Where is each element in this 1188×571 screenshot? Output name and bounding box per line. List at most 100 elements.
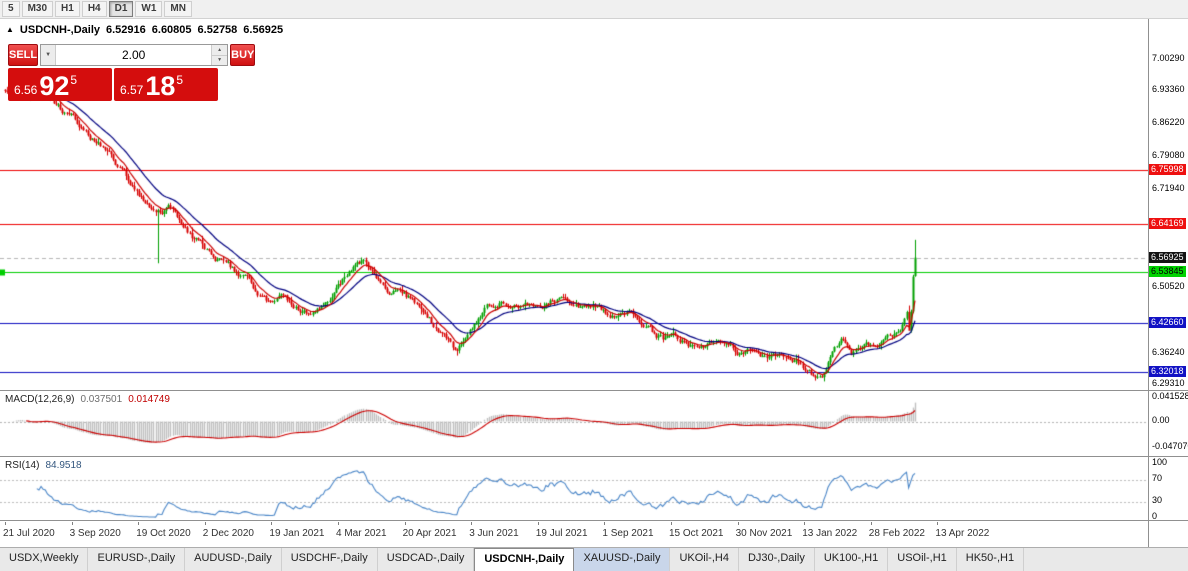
rsi-axis-label: 0: [1152, 511, 1158, 521]
date-axis[interactable]: 21 Jul 2020 3 Sep 2020 19 Oct 2020 2 Dec 20…: [0, 520, 1188, 547]
volume-increase-icon[interactable]: ▲: [212, 45, 228, 56]
date-axis-label: 20 Apr 2021: [402, 528, 457, 539]
macd-axis-label: 0.00: [1152, 414, 1170, 425]
buy-price-quote[interactable]: 6.57 18 5: [114, 68, 218, 101]
date-axis-tick: [537, 522, 539, 525]
price-axis-label: 6.32018: [1149, 366, 1186, 377]
sell-button[interactable]: SELL: [8, 44, 39, 66]
macd-axis-label: 0.041528: [1152, 391, 1188, 402]
macd-main-value: 0.037501: [80, 394, 123, 405]
rsi-label: RSI(14): [5, 460, 40, 471]
date-axis-label: 21 Jul 2020: [3, 528, 55, 539]
macd-chart-canvas[interactable]: [0, 392, 1148, 457]
date-axis-tick: [338, 522, 339, 525]
date-axis-label: 28 Feb 2022: [868, 528, 925, 539]
sell-price-prefix: 6.56: [14, 83, 38, 97]
date-axis-label: 15 Oct 2021: [669, 528, 724, 539]
buy-price-prefix: 6.57: [120, 83, 144, 97]
date-axis-tick: [804, 522, 806, 525]
macd-signal-value: 0.014749: [128, 394, 170, 405]
volume-control: ▼ ▲ ▼: [40, 44, 229, 66]
date-axis-tick: [271, 522, 273, 525]
symbol-tab-usoil-h1[interactable]: USOil-,H1: [888, 548, 957, 571]
symbol-tab-xauusd-daily[interactable]: XAUUSD-,Daily: [574, 548, 671, 571]
price-axis-label: 6.56925: [1149, 251, 1186, 263]
date-axis-label: 19 Oct 2020: [136, 528, 191, 539]
symbol-tab-ukoil-h4[interactable]: UKOil-,H4: [670, 548, 739, 571]
date-axis-label: 13 Apr 2022: [935, 528, 990, 539]
date-axis-tick: [737, 522, 739, 525]
price-axis-label: 6.86220: [1152, 117, 1185, 128]
price-axis-label: 6.36240: [1152, 346, 1185, 357]
timeframe-button-h4[interactable]: H4: [81, 1, 107, 17]
date-axis-label: 19 Jan 2021: [269, 528, 325, 539]
price-axis-label: 6.53845: [1149, 265, 1186, 277]
symbol-tab-usdchf-daily[interactable]: USDCHF-,Daily: [282, 548, 378, 571]
price-axis-label: 6.93360: [1152, 84, 1185, 95]
macd-header: MACD(12,26,9) 0.037501 0.014749: [5, 394, 170, 405]
date-axis-tick: [937, 522, 939, 525]
date-axis-tick: [604, 522, 606, 525]
price-axis-label: 6.50520: [1152, 281, 1185, 292]
ohlc-close-value: 6.56925: [243, 24, 284, 36]
date-axis-label: 30 Nov 2021: [735, 528, 793, 539]
price-axis-label: 6.42660: [1149, 317, 1186, 329]
timeframe-button-mn[interactable]: MN: [164, 1, 192, 17]
ohlc-open-value: 6.52916: [106, 24, 146, 36]
buy-price-pip-digit: 5: [176, 73, 184, 87]
one-click-trading-panel: SELL ▼ ▲ ▼ BUY 6.56 92 5 6: [8, 44, 256, 101]
rsi-axis-label: 70: [1152, 473, 1163, 484]
symbol-tab-usdcad-daily[interactable]: USDCAD-,Daily: [378, 548, 475, 571]
buy-button[interactable]: BUY: [230, 44, 256, 66]
price-axis-label: 6.75998: [1149, 164, 1186, 176]
sell-price-big-digits: 92: [39, 71, 70, 101]
chart-tab-bar: USDX,Weekly EURUSD-,Daily AUDUSD-,Daily USD…: [0, 547, 1188, 571]
rsi-indicator-panel: RSI(14) 84.9518: [0, 456, 1188, 521]
rsi-value: 84.9518: [45, 460, 82, 471]
macd-axis-label: -0.047070: [1152, 441, 1188, 452]
date-axis-label: 4 Mar 2021: [336, 528, 387, 539]
sell-price-pip-digit: 5: [70, 73, 78, 87]
date-axis-tick: [138, 522, 140, 525]
volume-decrease-icon[interactable]: ▼: [212, 55, 228, 65]
date-axis-label: 3 Sep 2020: [69, 528, 121, 539]
buy-price-big-digits: 18: [145, 71, 176, 101]
price-axis-separator: [1148, 19, 1149, 547]
macd-label: MACD(12,26,9): [5, 394, 75, 405]
price-axis-label: 6.71940: [1152, 182, 1185, 193]
symbol-tab-audusd-daily[interactable]: AUDUSD-,Daily: [185, 548, 282, 571]
date-axis-label: 1 Sep 2021: [602, 528, 654, 539]
symbol-tab-usdcnh-daily[interactable]: USDCNH-,Daily: [474, 548, 575, 571]
price-axis-label: 6.64169: [1149, 218, 1186, 230]
timeframe-button-m30[interactable]: M30: [21, 1, 54, 17]
ohlc-low-value: 6.52758: [197, 24, 238, 36]
symbol-expander-icon[interactable]: ▲: [6, 25, 14, 34]
ohlc-high-value: 6.60805: [151, 24, 192, 36]
date-axis-tick: [671, 522, 672, 525]
rsi-chart-canvas[interactable]: [0, 458, 1148, 521]
symbol-tab-usdx-weekly[interactable]: USDX,Weekly: [0, 548, 89, 571]
symbol-tab-eurusd-daily[interactable]: EURUSD-,Daily: [88, 548, 186, 571]
rsi-axis-label: 100: [1152, 457, 1168, 467]
symbol-tab-dj30-daily[interactable]: DJ30-,Daily: [739, 548, 815, 571]
symbol-tab-uk100-h1[interactable]: UK100-,H1: [815, 548, 889, 571]
rsi-axis-label: 30: [1152, 494, 1163, 505]
price-chart-panel: ▲ USDCNH-,Daily 6.52916 6.60805 6.52758 …: [0, 19, 1188, 390]
date-axis-label: 13 Jan 2022: [802, 528, 858, 539]
date-axis-tick: [5, 522, 6, 525]
date-axis-label: 19 Jul 2021: [535, 528, 588, 539]
timeframe-button-d1[interactable]: D1: [108, 1, 134, 17]
date-axis-label: 3 Jun 2021: [469, 528, 519, 539]
sell-price-quote[interactable]: 6.56 92 5: [8, 68, 112, 101]
volume-input[interactable]: [56, 45, 212, 65]
date-axis-label: 2 Dec 2020: [202, 528, 254, 539]
symbol-tab-hk50-h1[interactable]: HK50-,H1: [957, 548, 1025, 571]
volume-dropdown-icon[interactable]: ▼: [41, 45, 57, 65]
timeframe-button-w1[interactable]: W1: [135, 1, 163, 17]
macd-indicator-panel: MACD(12,26,9) 0.037501 0.014749: [0, 390, 1188, 457]
price-axis-label: 6.29310: [1152, 378, 1185, 389]
price-axis-label: 6.79080: [1152, 149, 1185, 160]
timeframe-button-5[interactable]: 5: [2, 1, 20, 17]
timeframe-button-h1[interactable]: H1: [55, 1, 80, 17]
